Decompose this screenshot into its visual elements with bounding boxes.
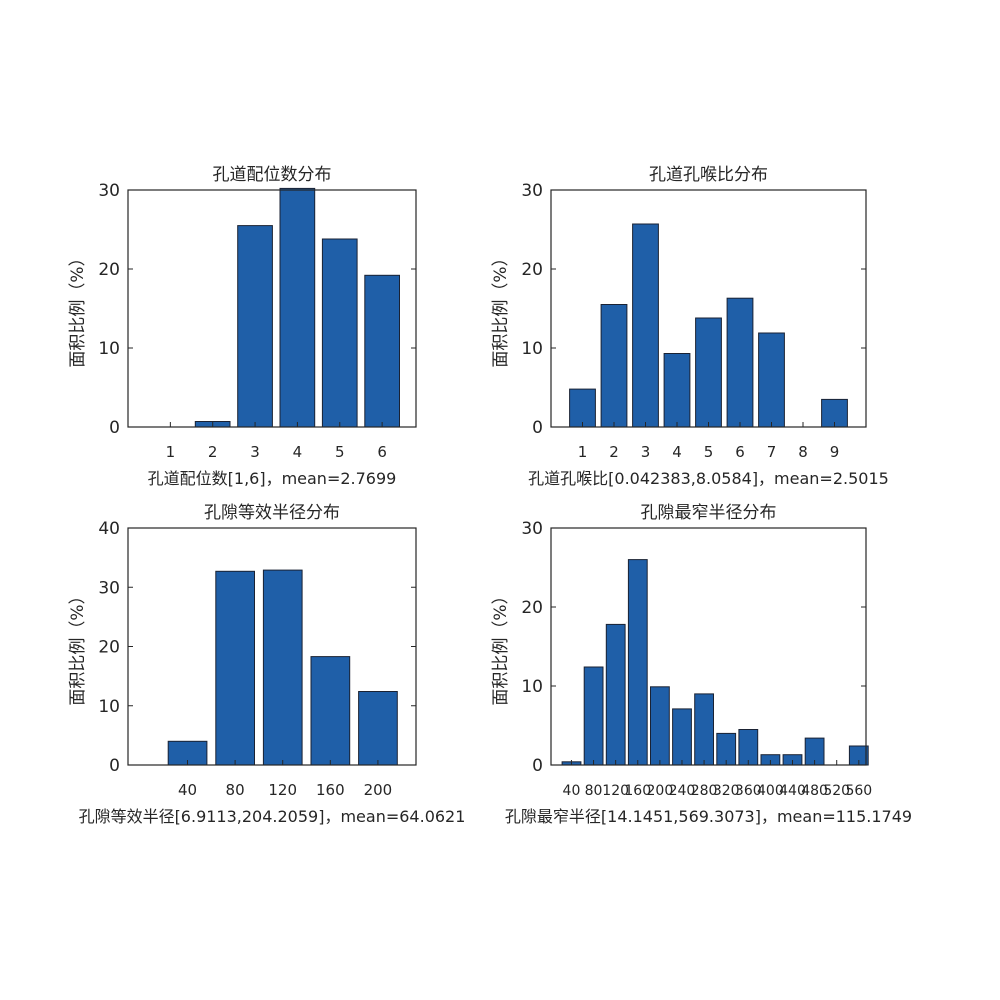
x-tick-label: 280 (691, 783, 718, 799)
bar (310, 656, 351, 766)
x-tick-label: 200 (647, 783, 674, 799)
bar (321, 238, 358, 428)
x-tick-label: 240 (669, 783, 696, 799)
bar (569, 388, 596, 428)
bar (605, 623, 626, 766)
y-axis-label: 面积比例（%） (68, 249, 88, 367)
y-tick-label: 10 (98, 697, 120, 717)
y-axis-label: 面积比例（%） (68, 587, 88, 705)
y-axis-label: 面积比例（%） (491, 249, 511, 367)
x-tick-label: 2 (208, 443, 218, 461)
y-axis-label: 面积比例（%） (491, 587, 511, 705)
bar (738, 729, 759, 766)
x-tick-label: 40 (178, 781, 197, 799)
y-tick-label: 30 (98, 578, 120, 598)
bar (726, 297, 754, 428)
x-tick-label: 80 (226, 781, 245, 799)
x-tick-label: 560 (845, 783, 872, 799)
x-tick-label: 360 (735, 783, 762, 799)
x-tick-label: 3 (250, 443, 260, 461)
x-tick-label: 4 (293, 443, 303, 461)
bar (583, 666, 604, 766)
y-tick-label: 10 (521, 677, 543, 697)
y-tick-label: 30 (98, 181, 120, 201)
x-tick-label: 2 (609, 443, 619, 461)
x-tick-label: 400 (757, 783, 784, 799)
x-tick-label: 520 (823, 783, 850, 799)
bar (695, 317, 722, 428)
y-tick-label: 0 (532, 418, 543, 438)
x-tick-label: 5 (704, 443, 714, 461)
x-axis-label: 孔道配位数[1,6]，mean=2.7699 (148, 469, 397, 488)
bar (627, 559, 648, 766)
x-tick-label: 6 (377, 443, 387, 461)
x-tick-label: 9 (830, 443, 840, 461)
x-tick-label: 4 (672, 443, 682, 461)
x-tick-label: 160 (316, 781, 345, 799)
axes-box (127, 189, 417, 428)
y-tick-label: 10 (521, 339, 543, 359)
x-tick-label: 1 (166, 443, 176, 461)
x-tick-label: 6 (735, 443, 745, 461)
bar (364, 274, 400, 428)
x-tick-label: 40 (563, 783, 581, 799)
bar (663, 353, 691, 428)
x-tick-label: 120 (602, 783, 629, 799)
bar (632, 223, 659, 428)
chart-title: 孔隙等效半径分布 (204, 503, 340, 523)
bar (237, 225, 273, 428)
x-tick-label: 480 (801, 783, 828, 799)
bar (262, 569, 303, 766)
bar (672, 708, 692, 766)
x-tick-label: 440 (779, 783, 806, 799)
bar (279, 187, 316, 428)
x-tick-label: 160 (624, 783, 651, 799)
y-tick-label: 0 (109, 756, 120, 776)
y-tick-label: 10 (98, 339, 120, 359)
bar (694, 693, 715, 766)
y-tick-label: 0 (532, 756, 543, 776)
x-axis-label: 孔隙等效半径[6.9113,204.2059]，mean=64.0621 (79, 807, 466, 826)
x-axis-label: 孔隙最窄半径[14.1451,569.3073]，mean=115.1749 (505, 807, 912, 826)
x-tick-label: 80 (585, 783, 603, 799)
chart-title: 孔道配位数分布 (213, 165, 332, 185)
axes-box (550, 527, 867, 766)
bar (215, 570, 256, 766)
y-tick-label: 30 (521, 519, 543, 539)
x-tick-label: 7 (767, 443, 777, 461)
x-tick-label: 8 (798, 443, 808, 461)
subplot-coordination-number: 0 10 20 30 1 2 3 4 5 6 孔道配位数分布孔道配位数[1,6]，mean=2.76… (68, 165, 417, 488)
bar (600, 304, 628, 428)
y-tick-label: 30 (521, 181, 543, 201)
y-tick-label: 20 (521, 598, 543, 618)
y-tick-label: 20 (521, 260, 543, 280)
x-tick-label: 3 (641, 443, 651, 461)
x-axis-label: 孔道孔喉比[0.042383,8.0584]，mean=2.5015 (528, 469, 889, 488)
bar (650, 686, 670, 766)
subplot-equivalent-radius: 0 10 20 30 40 40 80 120 160 200 孔隙等效半径分布孔隙等效半径[6.9… (68, 503, 465, 826)
x-tick-label: 1 (578, 443, 588, 461)
bar (358, 691, 398, 766)
chart-title: 孔道孔喉比分布 (649, 165, 768, 185)
y-tick-label: 0 (109, 418, 120, 438)
y-tick-label: 40 (98, 519, 120, 539)
x-tick-label: 120 (268, 781, 297, 799)
y-tick-label: 20 (98, 638, 120, 658)
bar (758, 332, 785, 428)
chart-title: 孔隙最窄半径分布 (641, 503, 777, 523)
subplot-pore-throat-ratio: 0 10 20 30 1 2 3 4 5 6 7 8 9 孔道孔喉比分布孔道孔喉比[0.042383,8.… (491, 165, 889, 488)
x-tick-label: 200 (364, 781, 393, 799)
y-tick-label: 20 (98, 260, 120, 280)
subplot-narrowest-radius: 0 10 20 30 40 80 12016020024028032036040044048… (491, 503, 912, 826)
x-tick-label: 320 (713, 783, 740, 799)
x-tick-label: 5 (335, 443, 345, 461)
